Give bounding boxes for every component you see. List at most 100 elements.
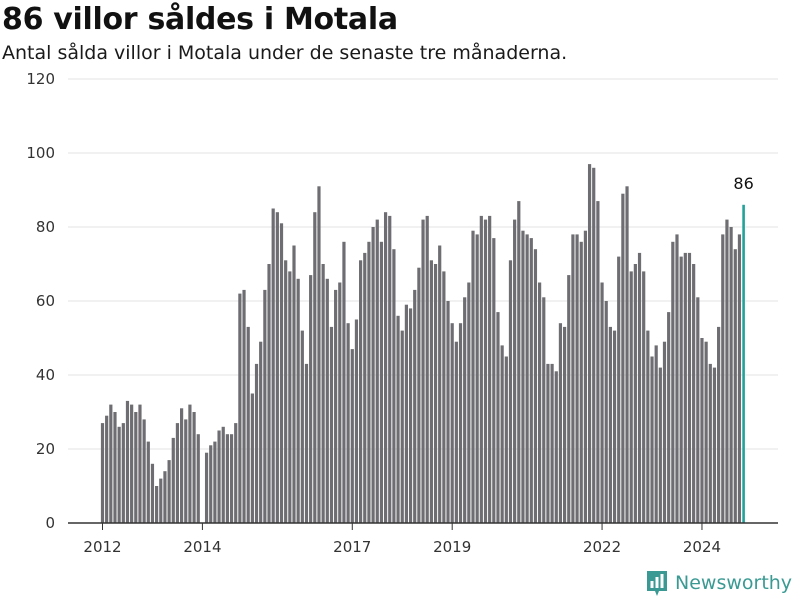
bar — [246, 326, 250, 523]
bar — [379, 241, 384, 524]
bar — [325, 278, 329, 523]
bar — [675, 234, 679, 523]
bar — [587, 164, 592, 523]
bar — [146, 441, 150, 523]
bar — [196, 434, 200, 523]
y-tick-label: 80 — [36, 218, 55, 236]
x-tick-label: 2014 — [183, 538, 221, 556]
bar — [533, 249, 538, 523]
bar — [250, 393, 254, 523]
bar — [271, 208, 275, 523]
bar — [604, 301, 608, 523]
bar — [117, 426, 121, 523]
bar — [637, 252, 642, 523]
bar — [737, 234, 742, 523]
bar — [159, 478, 163, 523]
bar — [155, 486, 159, 523]
bar — [259, 341, 263, 523]
chart-title: 86 villor såldes i Motala — [2, 2, 398, 37]
bar — [521, 230, 525, 523]
bar — [621, 193, 625, 523]
bar — [600, 282, 604, 523]
bar — [625, 186, 629, 524]
bar — [242, 289, 246, 523]
x-tick-label: 2024 — [683, 538, 721, 556]
bar — [138, 404, 142, 523]
bar — [662, 341, 667, 523]
bar — [217, 430, 221, 523]
bar — [425, 215, 429, 523]
bar — [488, 215, 492, 523]
bars — [100, 164, 745, 524]
bar — [446, 301, 450, 523]
bar — [400, 330, 404, 523]
bar — [550, 363, 554, 523]
bar — [383, 212, 388, 523]
bar — [317, 186, 321, 524]
bar — [496, 312, 500, 523]
bar — [296, 278, 300, 523]
bar — [554, 371, 558, 523]
x-axis-ticks: 2012 2014 2017 2019 2022 2024 — [83, 523, 721, 556]
bar — [579, 241, 583, 524]
bar — [633, 264, 637, 523]
bar — [717, 326, 721, 523]
bar — [608, 326, 612, 523]
bar — [692, 264, 696, 523]
bar — [458, 323, 463, 523]
bar — [733, 249, 737, 523]
bar — [225, 434, 229, 523]
newsworthy-logo[interactable]: Newsworthy — [645, 569, 792, 597]
bar — [375, 219, 379, 523]
bar — [517, 201, 521, 523]
bar — [134, 412, 138, 523]
bar — [475, 234, 479, 523]
bar — [546, 363, 550, 523]
bar — [359, 260, 363, 523]
bar — [113, 412, 117, 523]
y-tick-label: 100 — [26, 144, 55, 162]
bar — [654, 345, 658, 523]
bar — [542, 297, 546, 523]
bar — [504, 356, 508, 523]
x-tick-label: 2012 — [83, 538, 121, 556]
bar — [334, 289, 338, 523]
bar — [279, 223, 284, 524]
bar — [571, 234, 575, 523]
bar — [413, 289, 417, 523]
bar — [500, 345, 504, 523]
bar — [204, 452, 209, 523]
bar — [229, 434, 234, 523]
bar — [429, 260, 433, 523]
bar — [525, 234, 529, 523]
bar — [234, 423, 238, 523]
bar — [471, 230, 475, 523]
y-tick-label: 0 — [45, 514, 55, 532]
bar — [642, 271, 646, 523]
bar — [721, 234, 725, 523]
bar — [184, 419, 188, 523]
bar — [575, 234, 579, 523]
bar — [679, 256, 683, 523]
bar — [396, 315, 400, 523]
bar — [408, 308, 413, 523]
bar — [671, 241, 675, 524]
bar — [529, 238, 533, 523]
bar — [175, 423, 180, 523]
bar — [329, 326, 334, 523]
bar — [596, 201, 600, 523]
y-axis-ticks: 0 20 40 60 80 100 120 — [26, 70, 55, 532]
bar — [304, 363, 309, 523]
bar — [354, 319, 359, 523]
bar — [583, 230, 588, 523]
bar — [209, 445, 213, 523]
bar — [438, 245, 442, 523]
bar — [592, 167, 596, 524]
y-tick-label: 40 — [36, 366, 55, 384]
bar — [612, 330, 617, 523]
bar — [150, 463, 155, 523]
bar — [109, 404, 113, 523]
bar — [567, 275, 571, 523]
bar — [192, 412, 196, 523]
